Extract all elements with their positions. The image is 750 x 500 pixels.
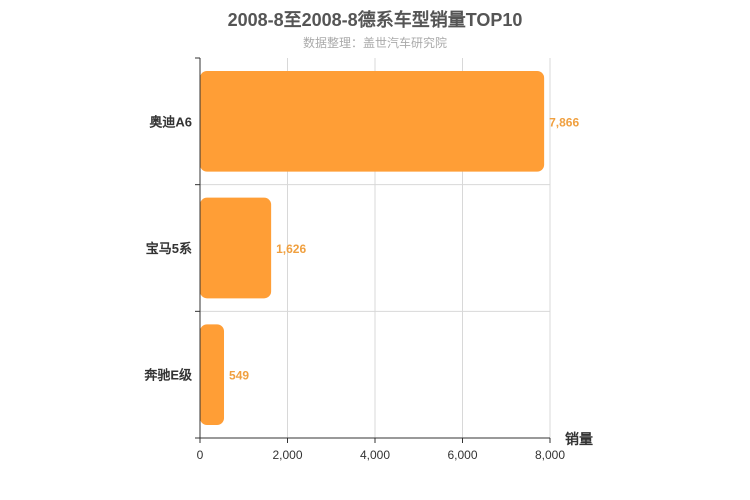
- x-axis-title: 销量: [565, 431, 593, 447]
- x-tick-label: 4,000: [360, 448, 390, 462]
- category-label: 奥迪A6: [149, 114, 192, 129]
- axes: [195, 57, 551, 443]
- x-tick-label: 8,000: [535, 448, 565, 462]
- x-tick-label: 6,000: [447, 448, 477, 462]
- value-label: 7,866: [549, 115, 579, 129]
- labels: 0 2,000 4,000 6,000 8,000 奥迪A6 7,866 宝马5系 1,626 奔…: [143, 114, 579, 462]
- bar: [200, 197, 272, 299]
- chart-subtitle: 数据整理：盖世汽车研究院: [302, 36, 447, 50]
- category-label: 宝马5系: [146, 241, 192, 256]
- value-label: 1,626: [276, 242, 306, 256]
- chart-title: 2008-8至2008-8德系车型销量TOP10: [227, 10, 523, 30]
- bars: [200, 71, 545, 425]
- category-label: 奔驰E级: [143, 368, 193, 383]
- x-tick-label: 2,000: [272, 448, 302, 462]
- x-tick-label: 0: [197, 448, 204, 462]
- value-label: 549: [229, 369, 249, 383]
- bar: [200, 71, 545, 172]
- bar: [200, 324, 225, 425]
